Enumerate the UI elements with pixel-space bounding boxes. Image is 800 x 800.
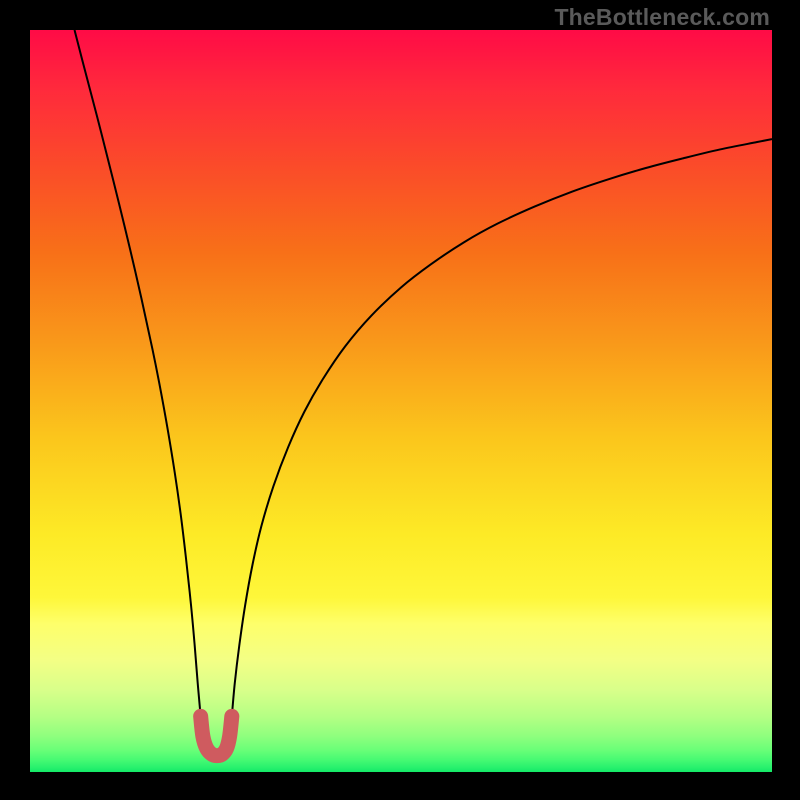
chart-container: TheBottleneck.com [0,0,800,800]
watermark-text: TheBottleneck.com [554,4,770,31]
plot-background [30,30,772,772]
chart-svg [0,0,800,800]
